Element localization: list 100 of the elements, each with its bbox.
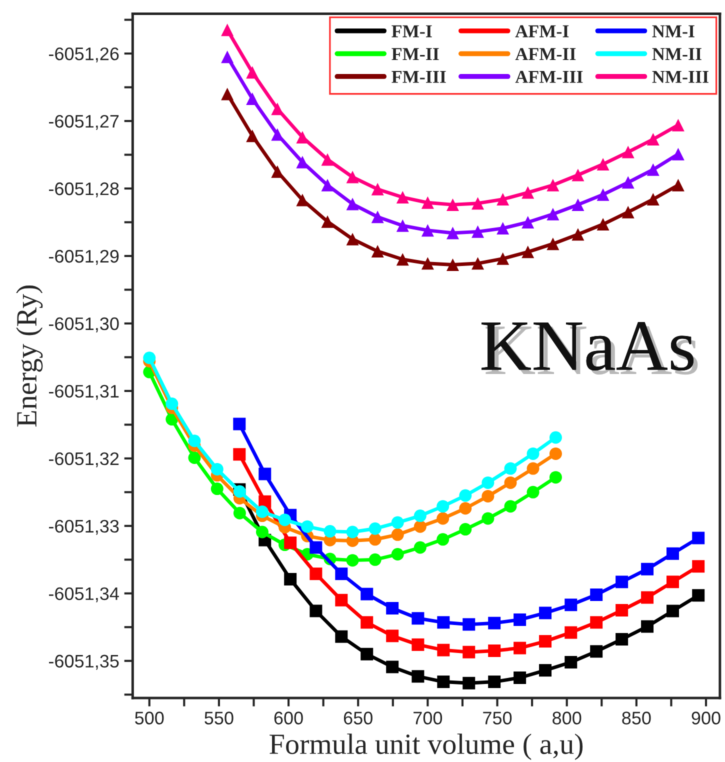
point: [371, 245, 384, 258]
point: [622, 206, 634, 218]
point: [412, 670, 424, 683]
legend-label: AFM-III: [515, 70, 583, 83]
point: [666, 576, 679, 588]
point: [472, 197, 484, 210]
point: [522, 246, 534, 258]
point: [572, 228, 584, 241]
point: [246, 92, 259, 105]
point: [421, 257, 434, 270]
point: [233, 506, 246, 520]
point: [421, 224, 434, 237]
point: [672, 178, 684, 192]
point: [310, 604, 322, 618]
point: [616, 576, 628, 588]
annotation: KNaAs: [482, 322, 698, 375]
point: [666, 604, 679, 618]
point: [666, 547, 679, 560]
x-tick-label: 550: [204, 712, 234, 724]
point: [412, 612, 424, 625]
point: [496, 193, 510, 206]
point: [482, 512, 494, 525]
legend-label: FM-II: [392, 48, 439, 60]
point: [564, 656, 578, 668]
point: [335, 630, 348, 643]
y-axis-title: Energy (Ry): [16, 285, 43, 427]
point: [622, 176, 634, 189]
point: [472, 257, 484, 270]
point: [488, 676, 501, 688]
legend-label: AFM-I: [515, 25, 569, 38]
point: [646, 132, 660, 146]
legend-label: NM-II: [652, 48, 702, 60]
point: [446, 226, 459, 240]
point: [437, 644, 450, 656]
point: [462, 618, 476, 631]
point: [459, 502, 472, 515]
y-tick-label: -6051,29: [49, 250, 119, 265]
point: [616, 604, 628, 617]
point: [622, 146, 634, 158]
point: [221, 24, 234, 36]
point: [462, 676, 476, 690]
point: [672, 148, 684, 160]
legend-label: FM-III: [392, 70, 446, 83]
point: [514, 613, 526, 626]
point: [646, 163, 660, 176]
point: [391, 548, 404, 561]
point: [546, 238, 560, 250]
y-tick-label: -6051,30: [49, 317, 119, 332]
y-tick-label: -6051,33: [49, 520, 119, 535]
point: [549, 447, 562, 460]
point: [360, 648, 374, 660]
point: [233, 418, 246, 430]
point: [271, 165, 284, 178]
point: [539, 635, 552, 648]
point: [371, 182, 384, 196]
point: [210, 482, 224, 496]
point: [368, 553, 382, 566]
point: [346, 170, 359, 184]
point: [256, 526, 268, 538]
point: [221, 50, 234, 64]
point: [386, 660, 399, 674]
point: [641, 591, 654, 604]
point: [522, 186, 534, 199]
point: [324, 525, 336, 538]
point: [296, 194, 309, 206]
point: [391, 516, 404, 529]
point: [572, 168, 584, 182]
point: [437, 616, 450, 629]
point: [564, 598, 578, 612]
point: [526, 462, 540, 475]
point: [596, 188, 610, 201]
point: [549, 431, 562, 444]
point: [504, 462, 517, 475]
point: [596, 218, 610, 231]
y-tick-label: -6051,28: [49, 182, 119, 198]
legend-label: NM-I: [652, 25, 694, 38]
x-tick-label: 500: [135, 712, 164, 724]
point: [360, 616, 374, 629]
point: [692, 560, 705, 573]
point: [284, 536, 297, 550]
point: [590, 616, 603, 629]
point: [310, 568, 322, 580]
point: [396, 219, 409, 232]
point: [188, 452, 201, 464]
point: [346, 526, 359, 538]
point: [321, 153, 334, 166]
point: [396, 253, 409, 266]
point: [221, 88, 234, 100]
point: [436, 500, 450, 513]
point: [482, 490, 494, 502]
point: [459, 489, 472, 502]
point: [546, 178, 560, 192]
y-tick-label: -6051,27: [49, 114, 119, 130]
point: [496, 252, 510, 265]
point: [310, 541, 322, 554]
point: [539, 664, 552, 677]
point: [504, 500, 517, 513]
point: [646, 193, 660, 206]
point: [488, 644, 501, 658]
point: [321, 215, 334, 228]
